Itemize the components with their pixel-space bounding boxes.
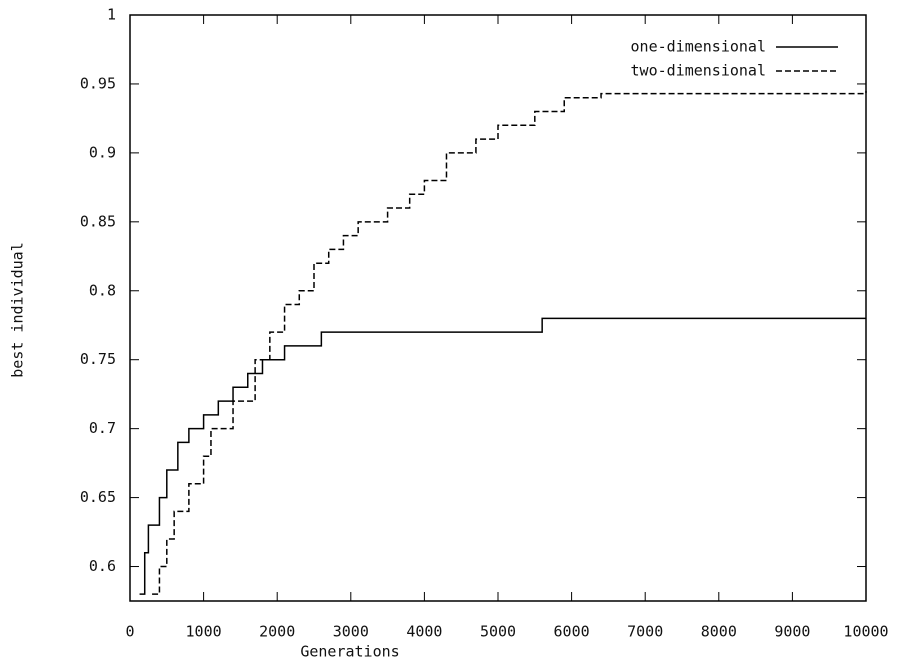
legend-label: two-dimensional <box>631 62 766 80</box>
y-tick-label: 0.75 <box>80 350 116 368</box>
x-tick-label: 6000 <box>554 623 590 641</box>
x-axis-label: Generations <box>300 643 399 661</box>
x-tick-label: 10000 <box>843 623 888 641</box>
x-tick-label: 3000 <box>333 623 369 641</box>
series-line <box>152 90 867 595</box>
y-tick-label: 0.85 <box>80 212 116 230</box>
plot-frame <box>129 14 867 602</box>
y-tick-label: 0.7 <box>89 419 116 437</box>
y-tick-label: 0.9 <box>89 143 116 161</box>
y-tick-label: 0.65 <box>80 488 116 506</box>
y-tick-label: 1 <box>107 6 116 24</box>
y-tick-label: 0.95 <box>80 74 116 92</box>
x-tick-label: 2000 <box>259 623 295 641</box>
x-tick-label: 5000 <box>480 623 516 641</box>
y-tick-label: 0.6 <box>89 557 116 575</box>
x-tick-label: 8000 <box>701 623 737 641</box>
x-tick-label: 1000 <box>186 623 222 641</box>
y-axis-label: best individual <box>9 242 27 377</box>
x-tick-label: 4000 <box>406 623 442 641</box>
series-line <box>139 317 866 595</box>
x-tick-label: 7000 <box>627 623 663 641</box>
y-tick-label: 0.8 <box>89 281 116 299</box>
x-tick-label: 9000 <box>774 623 810 641</box>
x-tick-label: 0 <box>125 623 134 641</box>
legend-label: one-dimensional <box>631 38 766 56</box>
